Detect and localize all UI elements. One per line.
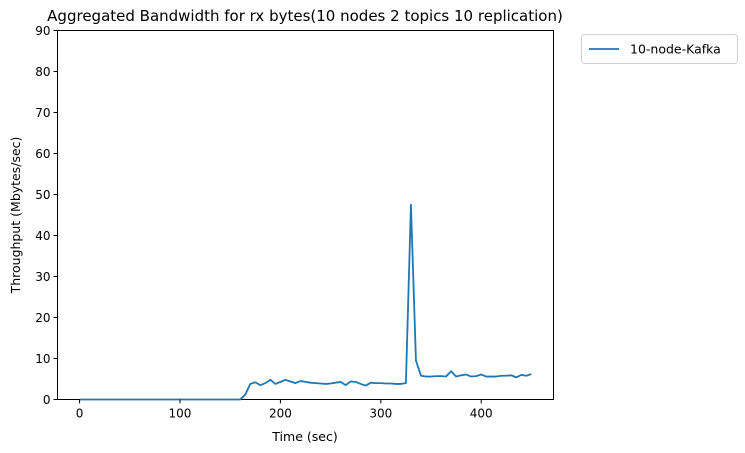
y-tick-label: 80 — [35, 65, 50, 79]
x-axis: 0 100 200 300 400 — [76, 399, 493, 421]
legend: 10-node-Kafka — [581, 34, 738, 64]
x-axis-label: Time (sec) — [271, 429, 337, 444]
legend-label-10-node-kafka: 10-node-Kafka — [630, 42, 721, 57]
chart-title: Aggregated Bandwidth for rx bytes(10 nod… — [47, 7, 563, 25]
x-tick-label: 200 — [269, 407, 292, 421]
y-tick-label: 10 — [35, 352, 50, 366]
y-tick-label: 50 — [35, 188, 50, 202]
y-axis: 0 10 20 30 40 50 60 70 80 90 — [35, 24, 58, 407]
y-axis-label: Throughput (Mbytes/sec) — [8, 137, 23, 295]
y-tick-label: 70 — [35, 106, 50, 120]
y-tick-label: 0 — [43, 393, 51, 407]
x-tick-label: 400 — [470, 407, 493, 421]
legend-frame — [581, 34, 738, 64]
plot-area — [57, 30, 554, 401]
series-layer — [79, 203, 532, 401]
x-tick-label: 100 — [169, 407, 192, 421]
y-tick-label: 40 — [35, 229, 50, 243]
series-line-0 — [79, 203, 532, 401]
x-tick-label: 300 — [369, 407, 392, 421]
plot-frame — [57, 30, 554, 400]
y-tick-label: 60 — [35, 147, 50, 161]
y-tick-label: 90 — [35, 24, 50, 38]
y-tick-label: 30 — [35, 270, 50, 284]
x-tick-label: 0 — [76, 407, 84, 421]
y-tick-label: 20 — [35, 311, 50, 325]
